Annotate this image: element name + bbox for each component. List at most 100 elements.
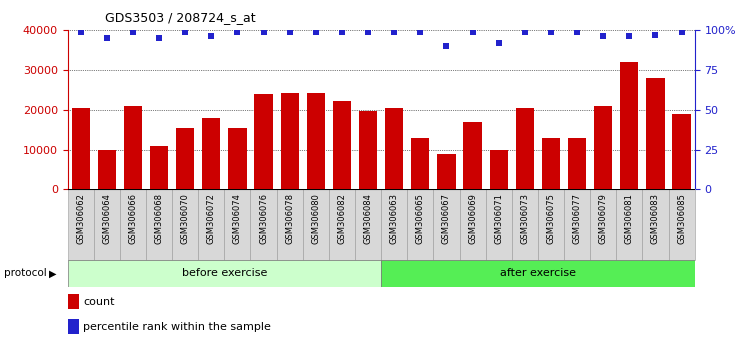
Bar <box>538 189 564 260</box>
Bar <box>303 189 329 260</box>
Point <box>545 29 557 35</box>
Bar <box>620 62 638 189</box>
Point <box>153 35 165 41</box>
Text: GSM306068: GSM306068 <box>155 193 164 244</box>
Text: GSM306075: GSM306075 <box>547 193 556 244</box>
Point <box>205 34 217 39</box>
Point <box>623 34 635 39</box>
Text: GDS3503 / 208724_s_at: GDS3503 / 208724_s_at <box>105 11 256 24</box>
Point <box>650 32 662 38</box>
Bar <box>281 93 299 189</box>
Text: after exercise: after exercise <box>500 268 576 279</box>
Bar <box>647 78 665 189</box>
Text: protocol: protocol <box>4 268 47 279</box>
Point <box>571 29 583 35</box>
Text: GSM306078: GSM306078 <box>285 193 294 244</box>
Text: ▶: ▶ <box>49 268 56 279</box>
Bar <box>176 128 195 189</box>
Text: GSM306083: GSM306083 <box>651 193 660 244</box>
Text: GSM306064: GSM306064 <box>102 193 111 244</box>
Bar <box>68 319 79 334</box>
Text: GSM306082: GSM306082 <box>337 193 346 244</box>
Bar <box>150 146 168 189</box>
Point <box>388 29 400 35</box>
Text: GSM306067: GSM306067 <box>442 193 451 244</box>
Bar <box>225 189 251 260</box>
Bar <box>385 108 403 189</box>
Point <box>258 29 270 35</box>
Bar <box>437 154 456 189</box>
Point <box>231 29 243 35</box>
Text: GSM306081: GSM306081 <box>625 193 634 244</box>
Text: GSM306062: GSM306062 <box>76 193 85 244</box>
Point <box>284 29 296 35</box>
Bar <box>333 101 351 189</box>
Bar <box>172 189 198 260</box>
Bar <box>251 189 276 260</box>
Bar <box>276 189 303 260</box>
Point <box>74 29 86 35</box>
Bar <box>359 110 377 189</box>
Point <box>415 29 427 35</box>
Bar <box>120 189 146 260</box>
Bar <box>124 106 142 189</box>
Bar <box>146 189 172 260</box>
Bar <box>594 106 612 189</box>
Bar <box>511 189 538 260</box>
Text: count: count <box>83 297 115 307</box>
Bar <box>202 118 221 189</box>
Bar <box>516 108 534 189</box>
Bar <box>590 189 617 260</box>
Bar <box>486 189 511 260</box>
Bar <box>672 114 691 189</box>
Bar <box>490 149 508 189</box>
Bar <box>355 189 382 260</box>
Point <box>127 29 139 35</box>
Bar <box>407 189 433 260</box>
Bar <box>463 122 481 189</box>
Bar <box>668 189 695 260</box>
Bar <box>198 189 225 260</box>
Text: GSM306084: GSM306084 <box>363 193 372 244</box>
Point <box>362 29 374 35</box>
Bar <box>382 189 407 260</box>
Bar <box>564 189 590 260</box>
Point <box>597 34 609 39</box>
Bar <box>306 93 325 189</box>
Bar <box>68 295 79 309</box>
Text: GSM306071: GSM306071 <box>494 193 503 244</box>
Bar <box>541 138 560 189</box>
Text: GSM306076: GSM306076 <box>259 193 268 244</box>
Bar <box>71 108 90 189</box>
Bar <box>460 189 486 260</box>
Text: GSM306065: GSM306065 <box>416 193 425 244</box>
Point <box>493 40 505 46</box>
Point <box>466 29 478 35</box>
Point <box>676 29 688 35</box>
Text: GSM306079: GSM306079 <box>599 193 608 244</box>
Bar <box>617 189 642 260</box>
Bar <box>642 189 668 260</box>
Text: GSM306085: GSM306085 <box>677 193 686 244</box>
Point <box>519 29 531 35</box>
Point <box>336 29 348 35</box>
Bar <box>329 189 355 260</box>
Text: GSM306066: GSM306066 <box>128 193 137 244</box>
Text: GSM306063: GSM306063 <box>390 193 399 244</box>
Text: before exercise: before exercise <box>182 268 267 279</box>
Point <box>440 43 452 49</box>
Bar <box>98 150 116 189</box>
Bar <box>382 260 695 287</box>
Bar <box>68 260 382 287</box>
Text: GSM306069: GSM306069 <box>468 193 477 244</box>
Text: GSM306074: GSM306074 <box>233 193 242 244</box>
Text: percentile rank within the sample: percentile rank within the sample <box>83 322 271 332</box>
Text: GSM306077: GSM306077 <box>572 193 581 244</box>
Bar <box>228 128 246 189</box>
Text: GSM306072: GSM306072 <box>207 193 216 244</box>
Text: GSM306073: GSM306073 <box>520 193 529 244</box>
Bar <box>255 94 273 189</box>
Bar <box>412 138 430 189</box>
Text: GSM306070: GSM306070 <box>181 193 190 244</box>
Bar <box>433 189 460 260</box>
